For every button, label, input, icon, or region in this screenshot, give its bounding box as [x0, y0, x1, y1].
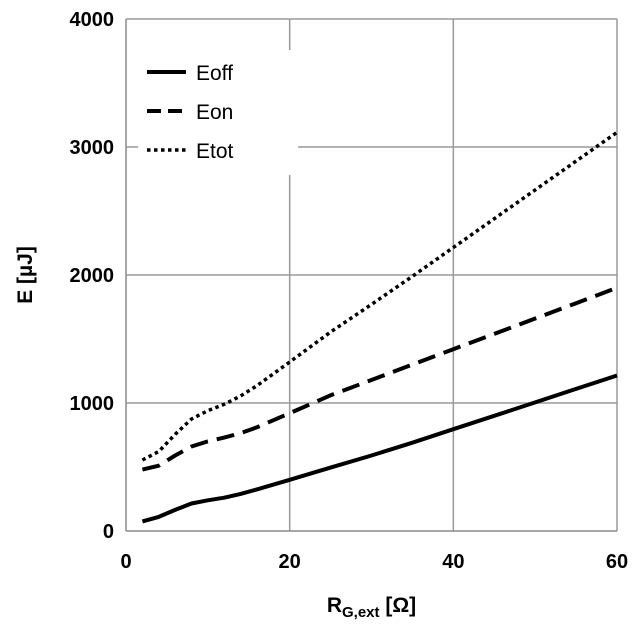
axes — [125, 19, 617, 532]
legend-label-eoff: Eoff — [196, 62, 233, 85]
legend-label-eon: Eon — [196, 101, 233, 124]
x-tick-label-40: 40 — [442, 551, 464, 573]
x-tick-label-0: 0 — [120, 551, 131, 573]
y-tick-label-0: 0 — [103, 521, 114, 543]
series-line-eoff — [141, 373, 618, 524]
legend-label-etot: Etot — [196, 140, 234, 163]
x-axis-label: RG,ext [Ω] — [327, 594, 416, 621]
y-axis-label: E [µJ] — [14, 246, 37, 304]
y-tick-label-4000: 4000 — [70, 9, 115, 31]
legend: Eoff Eon Etot — [138, 50, 298, 175]
series-lines — [141, 130, 619, 524]
y-tick-label-3000: 3000 — [70, 137, 115, 159]
x-axis-label-sub: G,ext — [342, 604, 380, 621]
series-line-etot — [141, 130, 619, 462]
y-tick-label-2000: 2000 — [70, 265, 115, 287]
x-axis-label-unit: [Ω] — [380, 594, 417, 617]
series-line-eon — [141, 285, 618, 472]
x-tick-label-60: 60 — [606, 551, 628, 573]
x-axis-label-main: R — [327, 594, 342, 617]
tick-labels: 0 1000 2000 3000 4000 0 20 40 60 — [70, 9, 629, 573]
x-tick-label-20: 20 — [279, 551, 301, 573]
y-tick-label-1000: 1000 — [70, 393, 115, 415]
